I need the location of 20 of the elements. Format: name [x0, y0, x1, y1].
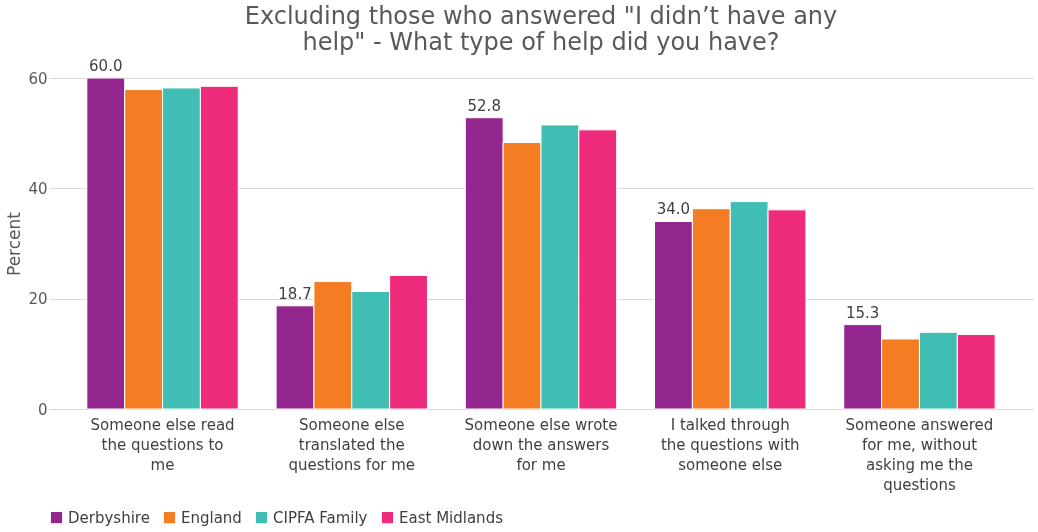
- x-tick-label: Someone answered for me, without asking me the questions: [845, 415, 994, 494]
- y-tick-label: 40: [28, 179, 48, 198]
- x-tick-label: Someone else wrote down the answers for me: [464, 415, 618, 474]
- data-label: 52.8: [467, 96, 501, 115]
- legend-label: CIPFA Family: [273, 508, 368, 527]
- chart-title: Excluding those who answered "I didn’t have any help" - What type of help did you have?: [244, 2, 838, 56]
- y-tick-label: 20: [28, 290, 48, 309]
- data-label: 34.0: [656, 200, 691, 219]
- x-tick-label: I talked through the questions with someone else: [660, 415, 800, 474]
- data-label: 18.7: [278, 284, 312, 303]
- x-tick-label: Someone else translated the questions for me: [288, 415, 416, 474]
- legend-label: England: [181, 508, 242, 527]
- data-label: 15.3: [845, 303, 880, 322]
- data-label: 60.0: [89, 57, 123, 75]
- legend-label: East Midlands: [399, 508, 504, 527]
- y-tick-label: 60: [28, 69, 48, 88]
- y-tick-label: 0: [37, 400, 48, 419]
- y-axis-title: Percent: [4, 211, 25, 276]
- legend-label: Derbyshire: [68, 508, 150, 527]
- x-tick-label: Someone else read the questions to me: [90, 415, 235, 474]
